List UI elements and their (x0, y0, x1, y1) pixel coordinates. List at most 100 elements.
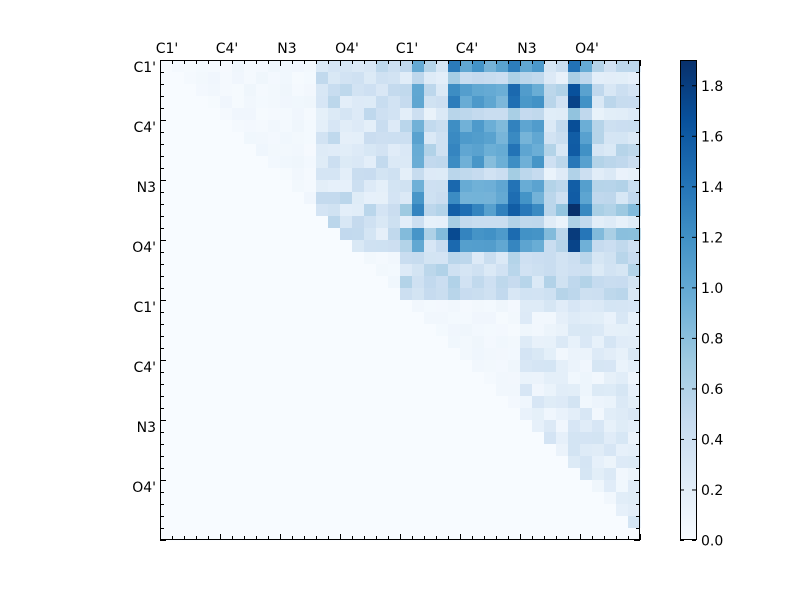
heatmap-cell (340, 168, 353, 181)
heatmap-cell (196, 276, 209, 289)
heatmap-cell (520, 252, 533, 265)
heatmap-cell (532, 180, 545, 193)
heatmap-cell (496, 216, 509, 229)
heatmap-cell (244, 444, 257, 457)
heatmap-cell (328, 528, 341, 541)
heatmap-cell (460, 192, 473, 205)
heatmap-cell (424, 516, 437, 529)
heatmap-cell (304, 348, 317, 361)
heatmap-cell (568, 216, 581, 229)
heatmap-cell (544, 276, 557, 289)
heatmap-cell (604, 192, 617, 205)
heatmap-cell (604, 96, 617, 109)
heatmap-cell (616, 516, 629, 529)
heatmap-cell (616, 264, 629, 277)
heatmap-cell (244, 276, 257, 289)
heatmap-cell (232, 276, 245, 289)
heatmap-cell (388, 264, 401, 277)
heatmap-cell (328, 396, 341, 409)
heatmap-cell (316, 384, 329, 397)
heatmap-cell (388, 300, 401, 313)
heatmap-cell (532, 324, 545, 337)
heatmap-cell (556, 96, 569, 109)
heatmap-cell (256, 312, 269, 325)
heatmap-cell (388, 72, 401, 85)
heatmap-cell (604, 528, 617, 541)
heatmap-cell (568, 144, 581, 157)
heatmap-cell (304, 60, 317, 73)
heatmap-cell (244, 348, 257, 361)
heatmap-cell (328, 360, 341, 373)
heatmap-cell (424, 372, 437, 385)
heatmap-cell (484, 480, 497, 493)
heatmap-cell (580, 72, 593, 85)
heatmap-cell (592, 108, 605, 121)
heatmap-cell (328, 216, 341, 229)
heatmap-cell (292, 228, 305, 241)
heatmap-cell (328, 432, 341, 445)
heatmap-cell (388, 156, 401, 169)
heatmap-cell (280, 168, 293, 181)
heatmap-cell (472, 516, 485, 529)
heatmap-cell (568, 300, 581, 313)
heatmap-cell (388, 144, 401, 157)
heatmap-cell (520, 72, 533, 85)
heatmap-cell (508, 336, 521, 349)
heatmap-cell (376, 204, 389, 217)
heatmap-cell (184, 528, 197, 541)
heatmap-cell (400, 204, 413, 217)
heatmap-cell (244, 528, 257, 541)
heatmap-cell (352, 216, 365, 229)
heatmap-cell (580, 144, 593, 157)
heatmap-cell (208, 276, 221, 289)
heatmap-cell (400, 324, 413, 337)
heatmap-cell (472, 336, 485, 349)
heatmap-cell (544, 432, 557, 445)
x-tick-label: N3 (517, 41, 536, 57)
heatmap-cell (352, 180, 365, 193)
heatmap-cell (424, 336, 437, 349)
heatmap-cell (244, 408, 257, 421)
heatmap-cell (352, 468, 365, 481)
heatmap-cell (208, 480, 221, 493)
heatmap-cell (568, 240, 581, 253)
heatmap-cell (556, 168, 569, 181)
heatmap-cell (556, 192, 569, 205)
heatmap-cell (472, 180, 485, 193)
heatmap-cell (172, 132, 185, 145)
heatmap-cell (400, 168, 413, 181)
heatmap-cell (592, 372, 605, 385)
heatmap-cell (424, 528, 437, 541)
heatmap-cell (496, 300, 509, 313)
heatmap-cell (412, 120, 425, 133)
heatmap-cell (592, 288, 605, 301)
heatmap-cell (532, 444, 545, 457)
heatmap-cell (508, 504, 521, 517)
heatmap-cell (424, 444, 437, 457)
heatmap-cell (256, 276, 269, 289)
heatmap-cell (520, 300, 533, 313)
heatmap-cell (208, 324, 221, 337)
heatmap-cell (628, 372, 641, 385)
heatmap-cell (448, 156, 461, 169)
heatmap-cell (352, 504, 365, 517)
heatmap-cell (268, 336, 281, 349)
heatmap-cell (580, 324, 593, 337)
heatmap-cell (280, 468, 293, 481)
heatmap-cell (556, 60, 569, 73)
heatmap-cell (400, 132, 413, 145)
heatmap-cell (232, 468, 245, 481)
heatmap-cell (532, 420, 545, 433)
heatmap-cell (472, 528, 485, 541)
heatmap-cell (436, 264, 449, 277)
heatmap-cell (160, 300, 173, 313)
heatmap-cell (328, 144, 341, 157)
heatmap-cell (460, 372, 473, 385)
heatmap-cell (580, 204, 593, 217)
heatmap-cell (568, 228, 581, 241)
heatmap-cell (472, 456, 485, 469)
heatmap-cell (292, 336, 305, 349)
heatmap-cell (352, 516, 365, 529)
heatmap-cell (628, 420, 641, 433)
